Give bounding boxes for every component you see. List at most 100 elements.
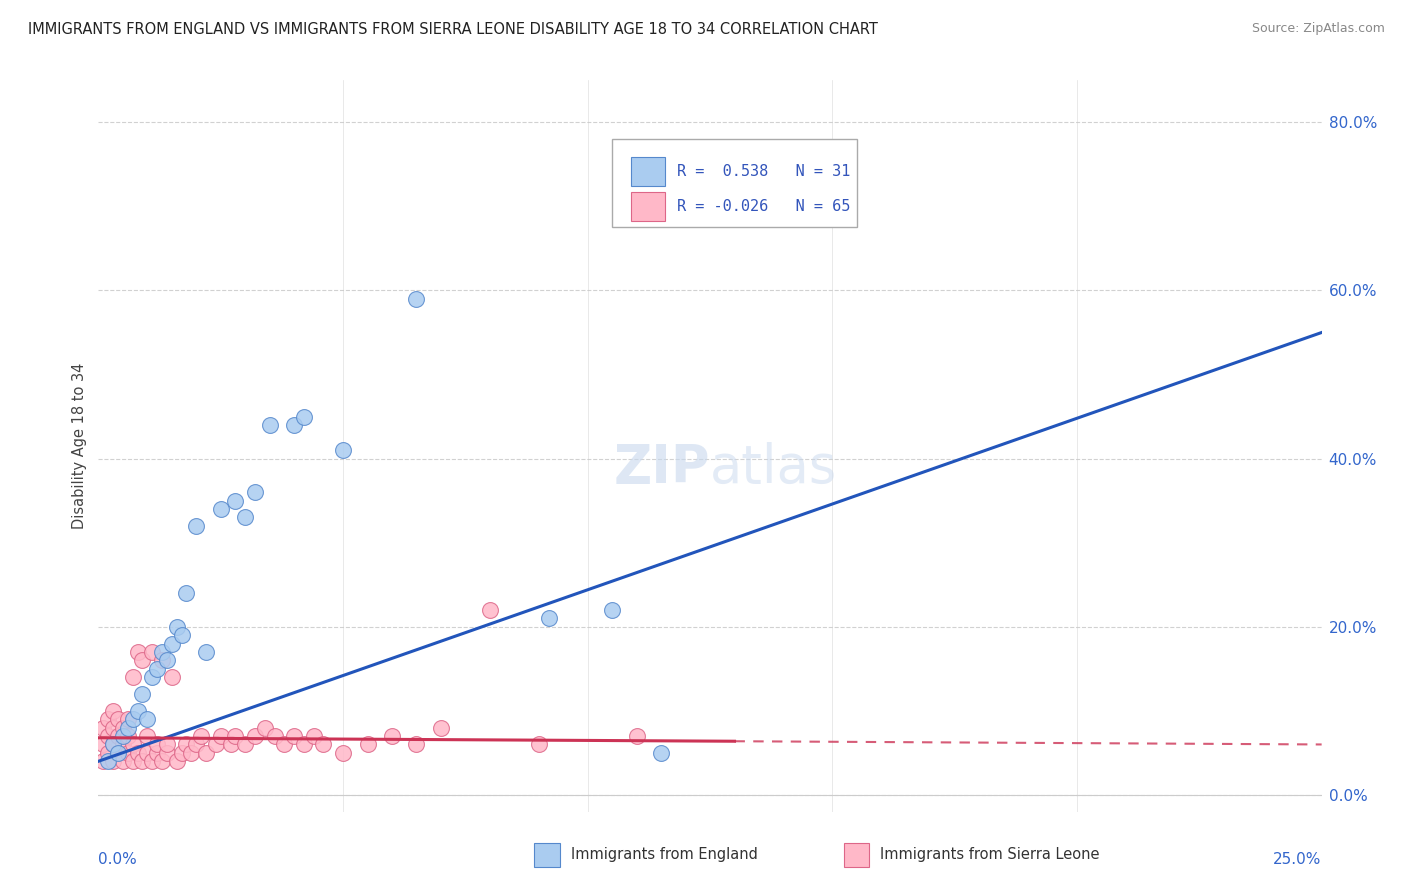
Point bbox=[263, 729, 285, 743]
Point bbox=[150, 653, 173, 667]
Point bbox=[131, 754, 153, 768]
Point bbox=[233, 510, 256, 524]
Point bbox=[91, 754, 114, 768]
Point bbox=[131, 687, 153, 701]
Point bbox=[205, 738, 228, 752]
Point bbox=[107, 746, 129, 760]
Point bbox=[111, 754, 134, 768]
Point bbox=[111, 721, 134, 735]
Point bbox=[243, 729, 266, 743]
Point bbox=[156, 746, 179, 760]
Point bbox=[186, 519, 208, 533]
Point bbox=[146, 746, 169, 760]
Point bbox=[170, 746, 193, 760]
Point bbox=[150, 754, 173, 768]
Point bbox=[121, 738, 143, 752]
Text: 0.0%: 0.0% bbox=[98, 852, 138, 867]
Point bbox=[91, 738, 114, 752]
Point bbox=[243, 485, 266, 500]
Point bbox=[259, 417, 281, 432]
Point bbox=[405, 738, 427, 752]
Point bbox=[146, 738, 169, 752]
Point bbox=[107, 746, 129, 760]
Point bbox=[97, 746, 120, 760]
Point bbox=[117, 729, 139, 743]
Point bbox=[219, 738, 242, 752]
Point bbox=[101, 738, 124, 752]
Point bbox=[111, 729, 134, 743]
Text: R =  0.538   N = 31: R = 0.538 N = 31 bbox=[678, 164, 851, 179]
Point bbox=[190, 729, 212, 743]
Point bbox=[131, 653, 153, 667]
Point bbox=[478, 603, 501, 617]
Point bbox=[141, 754, 163, 768]
Point bbox=[117, 721, 139, 735]
Point bbox=[537, 611, 560, 625]
Point bbox=[166, 754, 188, 768]
Point bbox=[233, 738, 256, 752]
Point bbox=[195, 645, 218, 659]
FancyBboxPatch shape bbox=[612, 139, 856, 227]
Point bbox=[224, 729, 246, 743]
Point bbox=[160, 636, 183, 650]
Point bbox=[117, 712, 139, 726]
Point bbox=[136, 729, 159, 743]
Point bbox=[121, 754, 143, 768]
Point bbox=[312, 738, 335, 752]
Point bbox=[121, 712, 143, 726]
Point bbox=[127, 645, 149, 659]
Point bbox=[107, 712, 129, 726]
Point bbox=[107, 729, 129, 743]
Point bbox=[527, 738, 550, 752]
Text: Source: ZipAtlas.com: Source: ZipAtlas.com bbox=[1251, 22, 1385, 36]
Point bbox=[91, 721, 114, 735]
Text: Immigrants from England: Immigrants from England bbox=[571, 847, 758, 863]
Point bbox=[195, 746, 218, 760]
Y-axis label: Disability Age 18 to 34: Disability Age 18 to 34 bbox=[72, 363, 87, 529]
Point bbox=[101, 754, 124, 768]
Point bbox=[292, 738, 315, 752]
Point bbox=[209, 729, 232, 743]
Point bbox=[430, 721, 453, 735]
Point bbox=[127, 746, 149, 760]
Text: ZIP: ZIP bbox=[613, 442, 710, 494]
Text: IMMIGRANTS FROM ENGLAND VS IMMIGRANTS FROM SIERRA LEONE DISABILITY AGE 18 TO 34 : IMMIGRANTS FROM ENGLAND VS IMMIGRANTS FR… bbox=[28, 22, 877, 37]
Point bbox=[121, 670, 143, 684]
Point bbox=[136, 746, 159, 760]
Point bbox=[626, 729, 648, 743]
Point bbox=[273, 738, 295, 752]
Point bbox=[97, 729, 120, 743]
Text: R = -0.026   N = 65: R = -0.026 N = 65 bbox=[678, 199, 851, 214]
Point bbox=[141, 670, 163, 684]
Point bbox=[381, 729, 404, 743]
Point bbox=[283, 417, 305, 432]
Point bbox=[136, 712, 159, 726]
Point bbox=[101, 704, 124, 718]
Point bbox=[600, 603, 623, 617]
Point bbox=[170, 628, 193, 642]
Point bbox=[292, 409, 315, 424]
Point bbox=[283, 729, 305, 743]
Point bbox=[101, 738, 124, 752]
Point bbox=[127, 704, 149, 718]
Point bbox=[166, 620, 188, 634]
Text: 25.0%: 25.0% bbox=[1274, 852, 1322, 867]
Point bbox=[650, 746, 672, 760]
Text: Immigrants from Sierra Leone: Immigrants from Sierra Leone bbox=[880, 847, 1099, 863]
Point bbox=[180, 746, 202, 760]
Point bbox=[97, 754, 120, 768]
Point bbox=[302, 729, 325, 743]
Point bbox=[150, 645, 173, 659]
Point bbox=[209, 502, 232, 516]
Point bbox=[332, 746, 354, 760]
Point bbox=[186, 738, 208, 752]
Bar bbox=[630, 157, 665, 186]
Point bbox=[332, 443, 354, 458]
Point bbox=[160, 670, 183, 684]
Bar bbox=[630, 192, 665, 221]
Point bbox=[141, 645, 163, 659]
Point bbox=[146, 662, 169, 676]
Point bbox=[405, 292, 427, 306]
Point bbox=[101, 721, 124, 735]
Point bbox=[156, 738, 179, 752]
